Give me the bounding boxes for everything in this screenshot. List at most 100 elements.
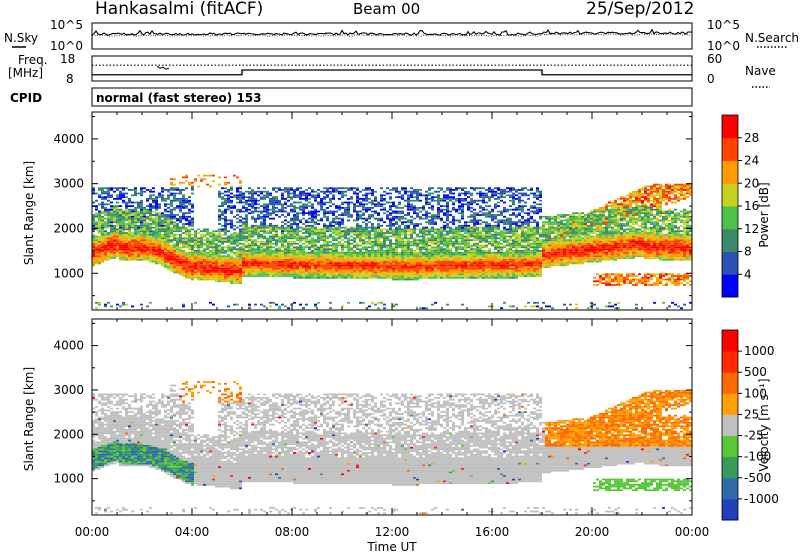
power-cell [221, 248, 224, 250]
power-cell [125, 223, 128, 225]
power-cell [173, 251, 176, 254]
power-cell [227, 189, 230, 191]
power-cell [479, 241, 482, 243]
power-cell [377, 226, 380, 229]
power-cell [446, 198, 449, 200]
power-cell [455, 255, 458, 258]
power-cell [365, 228, 368, 231]
power-cell [473, 223, 476, 225]
power-cell [224, 219, 227, 222]
power-cell [281, 303, 284, 306]
power-cell [443, 276, 446, 279]
power-cell [164, 239, 167, 241]
power-cell [170, 257, 173, 259]
power-cell [209, 244, 212, 247]
power-cell [152, 226, 155, 229]
power-cell [263, 210, 266, 213]
power-cell [479, 269, 482, 272]
power-cell [176, 241, 179, 243]
power-cell [260, 210, 263, 213]
power-cell [104, 237, 107, 240]
power-cell [239, 208, 242, 211]
power-cell [230, 192, 233, 195]
power-cell [179, 262, 182, 265]
power-cell [314, 194, 317, 197]
power-cell [416, 260, 419, 263]
power-cell [353, 190, 356, 193]
power-cell [365, 241, 368, 243]
freq-label-1: Freq. [18, 53, 48, 67]
power-cell [377, 301, 380, 304]
power-cell [482, 199, 485, 202]
power-cell [272, 203, 275, 206]
power-cell [365, 237, 368, 240]
power-cell [239, 242, 242, 245]
power-cell [314, 212, 317, 215]
power-cell [278, 267, 281, 270]
power-cell [473, 269, 476, 272]
power-cell [293, 273, 296, 276]
power-cell [284, 264, 287, 267]
power-cell [215, 258, 218, 261]
power-cell [437, 258, 440, 261]
power-cell [455, 219, 458, 222]
power-cell [170, 203, 173, 206]
power-cell [293, 232, 296, 234]
power-cell [419, 230, 422, 233]
power-cell [356, 232, 359, 234]
power-cell [317, 253, 320, 256]
power-cell [128, 217, 131, 220]
power-cell [368, 239, 371, 241]
power-cell [425, 266, 428, 268]
power-cell [335, 262, 338, 265]
power-cell [107, 301, 110, 304]
power-cell [257, 266, 260, 268]
power-cell [431, 276, 434, 279]
power-cell [194, 266, 197, 268]
power-cell [224, 260, 227, 263]
power-cell [293, 208, 296, 211]
power-cell [158, 262, 161, 265]
power-cell [101, 224, 104, 227]
power-cell [413, 226, 416, 229]
power-cell [404, 241, 407, 243]
power-cell [206, 255, 209, 258]
power-cell [401, 253, 404, 256]
power-cell [101, 192, 104, 195]
power-cell [140, 201, 143, 204]
power-cell [410, 276, 413, 279]
power-cell [158, 250, 161, 252]
power-cell [428, 215, 431, 218]
power-cell [416, 251, 419, 254]
power-cell [128, 248, 131, 250]
power-cell [362, 241, 365, 243]
power-cell [431, 235, 434, 238]
power-cell [290, 269, 293, 272]
power-cell [386, 251, 389, 254]
power-cell [416, 273, 419, 276]
power-cell [452, 244, 455, 247]
power-cell [164, 246, 167, 249]
power-cell [386, 244, 389, 247]
power-cell [143, 210, 146, 213]
power-cell [434, 275, 437, 277]
power-cell [239, 246, 242, 249]
power-cell [467, 242, 470, 245]
power-cell [479, 237, 482, 240]
power-cell [374, 250, 377, 252]
power-cell [401, 232, 404, 234]
power-cell [164, 235, 167, 238]
power-cell [185, 232, 188, 234]
power-cell [137, 232, 140, 234]
power-cell [419, 215, 422, 218]
power-cell [473, 226, 476, 229]
power-cell [446, 194, 449, 197]
power-cell [233, 276, 236, 279]
power-cell [245, 203, 248, 206]
power-cell [422, 260, 425, 263]
power-cell [386, 214, 389, 216]
power-cell [218, 235, 221, 238]
power-cell [299, 198, 302, 200]
power-cell [407, 269, 410, 272]
power-cell [266, 215, 269, 218]
